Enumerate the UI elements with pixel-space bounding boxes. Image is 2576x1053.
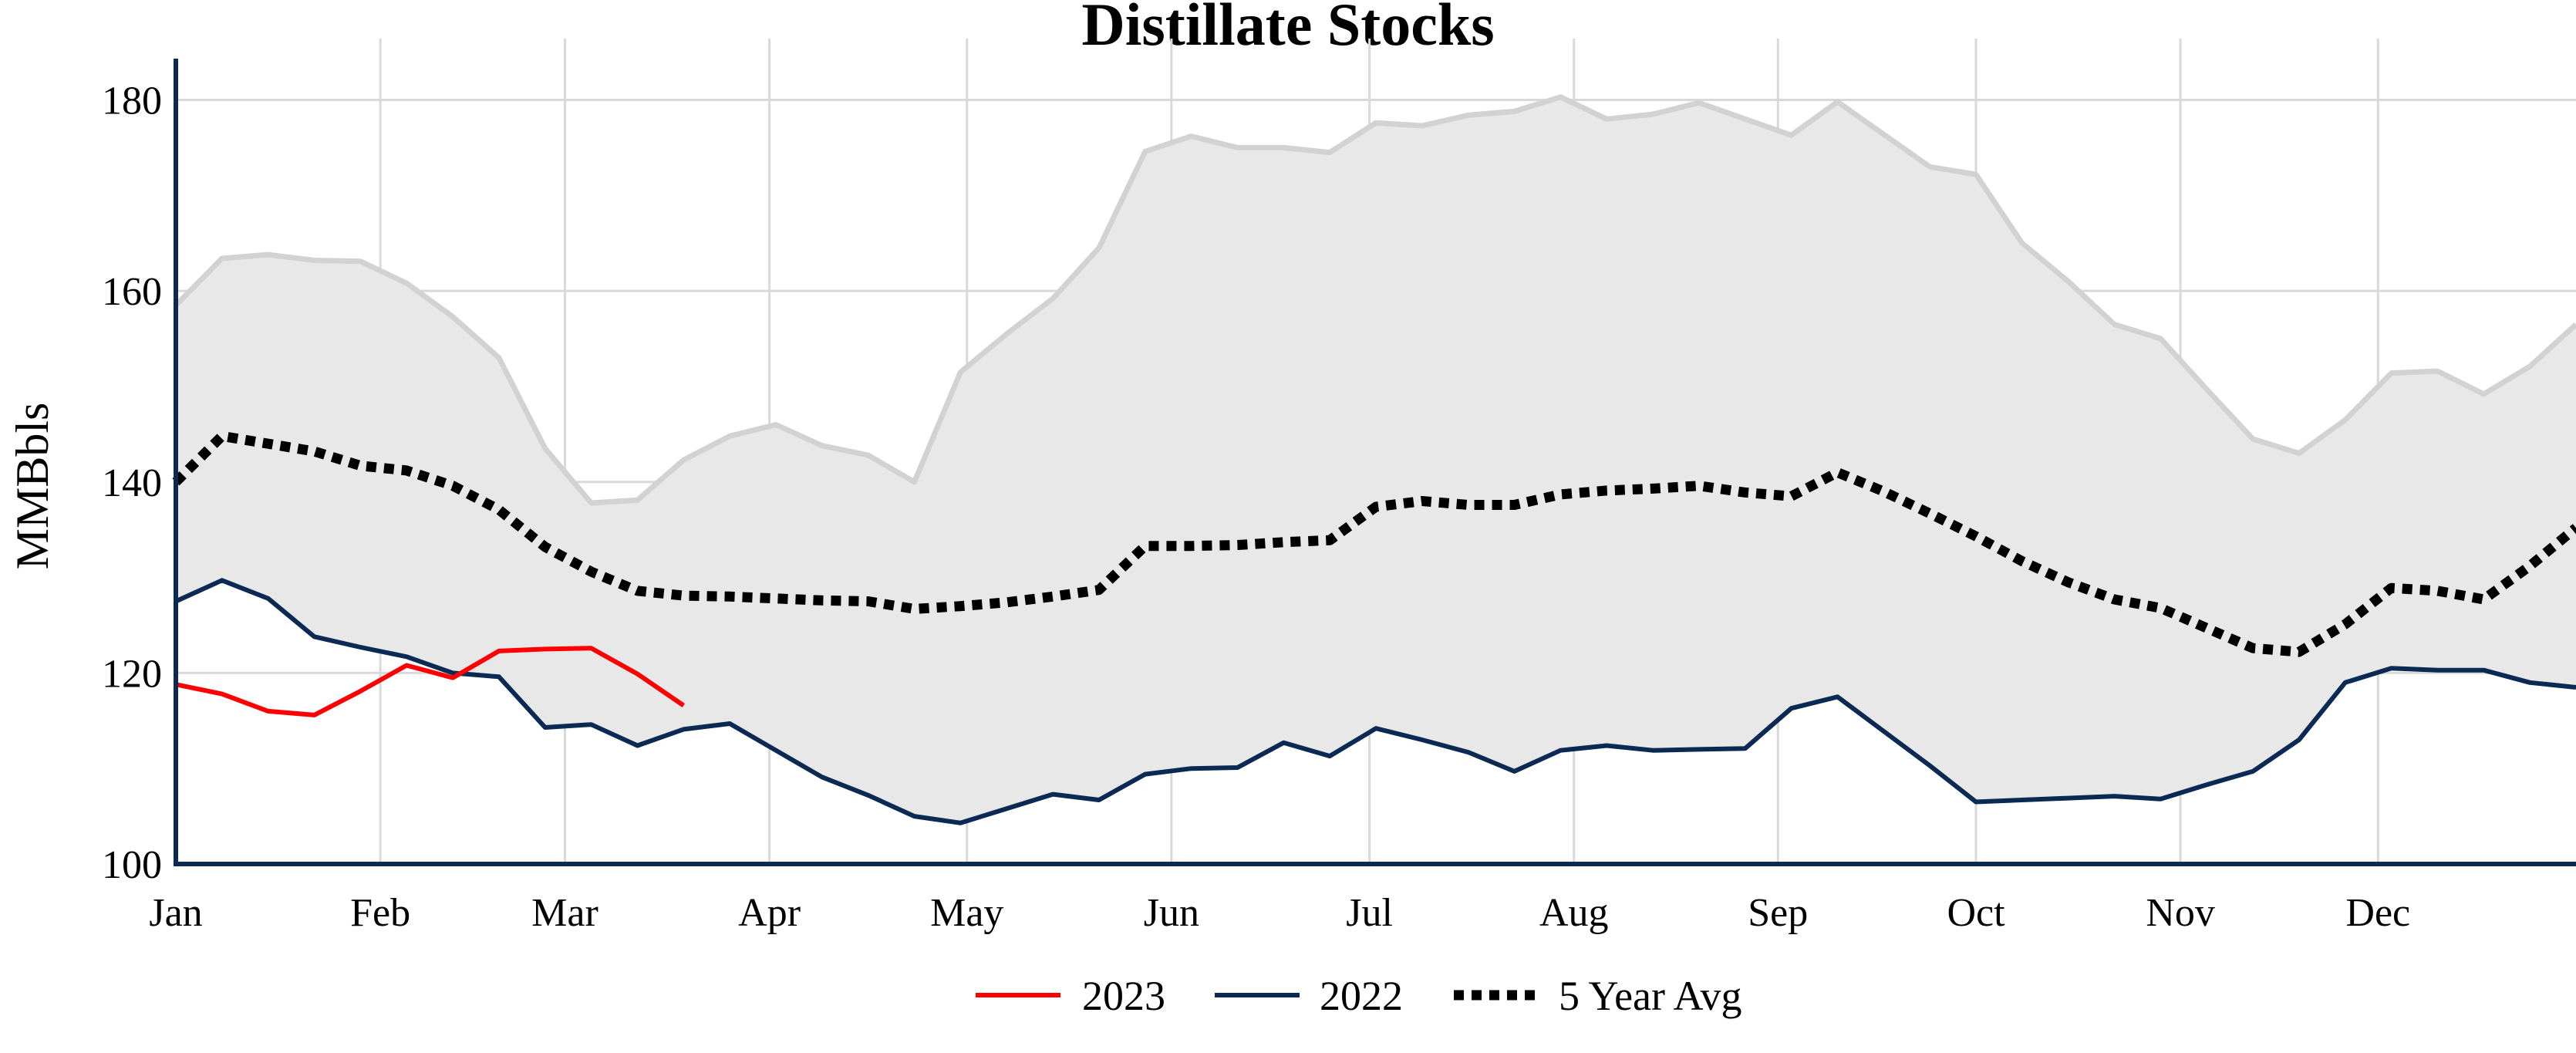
x-tick-label-dec: Dec — [2345, 891, 2410, 935]
y-tick-label-100: 100 — [102, 843, 162, 887]
x-tick-label-mar: Mar — [531, 891, 598, 935]
five-year-range-band — [176, 96, 2576, 823]
axis-layer — [174, 59, 2576, 866]
legend: 2023 2022 5 Year Avg — [976, 973, 1742, 1019]
five-year-max-line — [174, 94, 2576, 506]
legend-label-2023: 2023 — [1082, 973, 1165, 1019]
series-line-2023 — [175, 646, 685, 717]
five-year-range-layer — [174, 94, 2576, 823]
series-line-2022 — [174, 578, 2576, 825]
legend-label-2022: 2022 — [1320, 973, 1403, 1019]
y-axis-label: MMBbls — [7, 403, 58, 570]
x-tick-label-apr: Apr — [738, 891, 801, 935]
x-tick-label-aug: Aug — [1539, 891, 1609, 935]
x-tick-label-feb: Feb — [350, 891, 410, 935]
legend-label-5-year-avg: 5 Year Avg — [1559, 973, 1742, 1019]
series-line-5-year-avg — [172, 430, 2576, 657]
x-tick-label-jan: Jan — [149, 891, 202, 935]
x-tick-label-nov: Nov — [2146, 891, 2215, 935]
tick-label-layer: 100 120 140 160 180 Jan Feb Mar Apr May Jun Jul Aug S… — [102, 79, 2410, 935]
series-layer — [172, 430, 2576, 825]
y-tick-label-160: 160 — [102, 270, 162, 314]
x-tick-label-oct: Oct — [1947, 891, 2005, 935]
y-tick-label-140: 140 — [102, 461, 162, 505]
y-tick-label-120: 120 — [102, 652, 162, 696]
y-tick-label-180: 180 — [102, 79, 162, 123]
x-tick-label-sep: Sep — [1748, 891, 1808, 935]
x-tick-label-jul: Jul — [1346, 891, 1393, 935]
chart-title: Distillate Stocks — [1081, 0, 1494, 58]
x-tick-label-jun: Jun — [1144, 891, 1199, 935]
x-tick-label-may: May — [930, 891, 1003, 935]
